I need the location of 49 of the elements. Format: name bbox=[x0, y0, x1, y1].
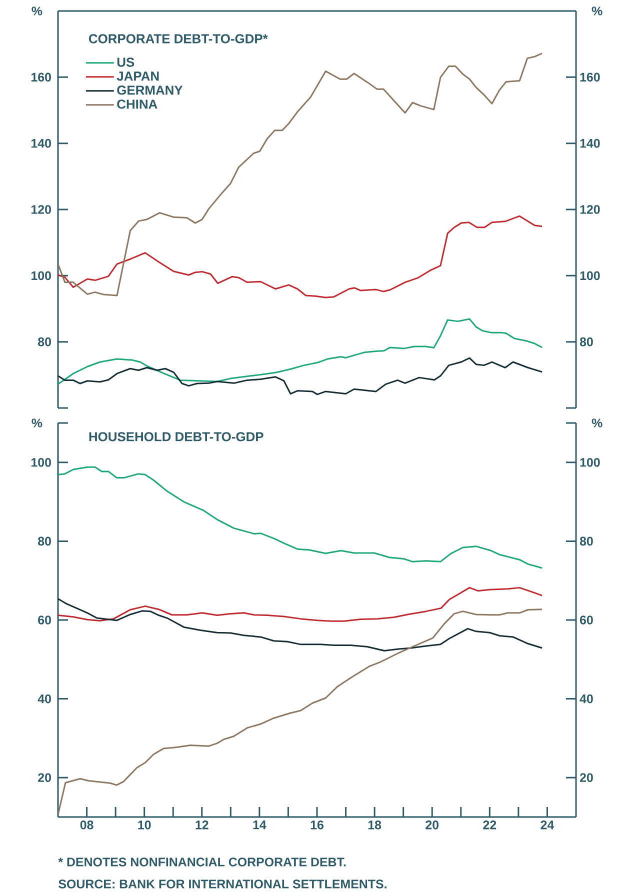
line-series bbox=[58, 598, 543, 652]
y2-tick-label: 60 bbox=[580, 616, 593, 624]
legend-label: CHINA bbox=[117, 100, 158, 109]
y-tick-label: 100 bbox=[31, 271, 51, 280]
x-tick-label: 12 bbox=[196, 820, 208, 830]
text: HOUSEHOLD DEBT-TO-GDP bbox=[89, 432, 264, 442]
line-series bbox=[58, 215, 543, 298]
y-axis-title: % bbox=[32, 6, 42, 16]
text: CORPORATE DEBT-TO-GDP* bbox=[88, 34, 268, 44]
legend-label: US bbox=[117, 58, 134, 67]
x-tick-label: 16 bbox=[310, 820, 324, 830]
x-tick-label: 08 bbox=[80, 820, 94, 830]
y2-tick-label: 120 bbox=[580, 205, 600, 214]
y2-tick-label: 20 bbox=[580, 773, 593, 782]
y-tick-label: 160 bbox=[31, 72, 51, 82]
y-axis-title: % bbox=[32, 418, 42, 428]
y2-tick-label: 80 bbox=[580, 337, 593, 346]
x-tick-label: 20 bbox=[426, 820, 439, 830]
y-tick-label: 40 bbox=[38, 694, 51, 704]
y-tick-label: 60 bbox=[38, 616, 51, 624]
line-series bbox=[58, 608, 543, 816]
y2-tick-label: 100 bbox=[580, 458, 600, 467]
line-series bbox=[58, 357, 543, 396]
x-tick-label: 10 bbox=[138, 820, 151, 830]
y2-tick-label: 100 bbox=[580, 271, 600, 280]
line-series bbox=[58, 52, 543, 296]
x-tick-label: 14 bbox=[253, 820, 266, 830]
y-tick-label: 20 bbox=[38, 773, 51, 782]
legend-label: JAPAN bbox=[116, 72, 159, 81]
x-tick-label: 18 bbox=[368, 820, 382, 830]
y2-tick-label: 40 bbox=[580, 694, 593, 704]
x-tick-label: 22 bbox=[483, 820, 496, 830]
x-tick-label: 24 bbox=[540, 820, 554, 830]
y2-tick-label: 80 bbox=[580, 536, 593, 546]
line-series bbox=[58, 466, 543, 569]
y2-axis-title: % bbox=[592, 418, 602, 428]
y-tick-label: 120 bbox=[31, 205, 51, 214]
y-tick-label: 100 bbox=[31, 458, 51, 467]
y2-tick-label: 160 bbox=[580, 72, 600, 82]
text: * DENOTES NONFINANCIAL CORPORATE DEBT. bbox=[58, 858, 346, 866]
legend-label: GERMANY bbox=[117, 86, 183, 95]
line-series bbox=[58, 586, 543, 622]
line-series bbox=[58, 318, 543, 385]
y-tick-label: 140 bbox=[31, 138, 51, 148]
y-tick-label: 80 bbox=[38, 536, 51, 546]
source-note: SOURCE: BANK FOR INTERNATIONAL SETTLEMENTS. bbox=[58, 880, 386, 888]
y2-axis-title: % bbox=[592, 6, 602, 16]
y-tick-label: 80 bbox=[38, 337, 51, 346]
y2-tick-label: 140 bbox=[580, 138, 600, 148]
